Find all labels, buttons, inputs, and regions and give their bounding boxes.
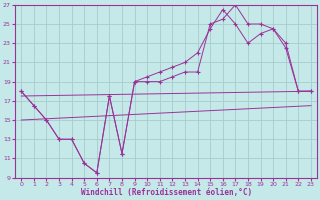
X-axis label: Windchill (Refroidissement éolien,°C): Windchill (Refroidissement éolien,°C): [81, 188, 252, 197]
